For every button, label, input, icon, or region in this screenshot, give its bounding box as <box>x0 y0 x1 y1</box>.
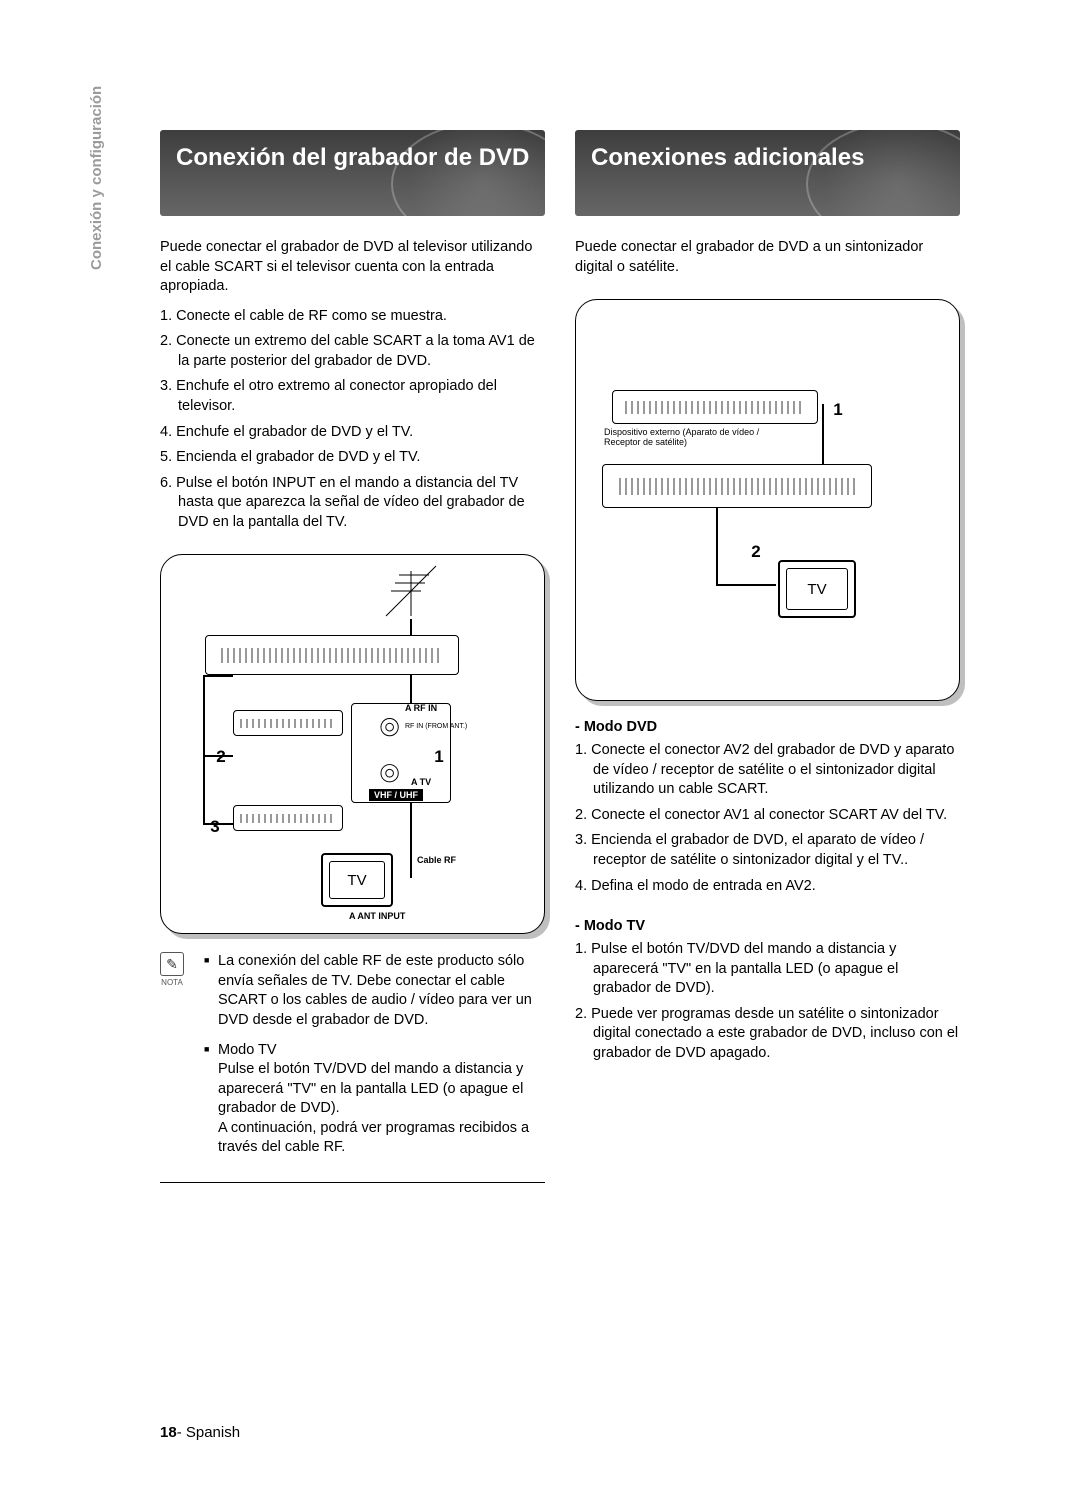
cable <box>822 404 824 464</box>
page-footer: 18- Spanish <box>160 1424 240 1441</box>
note-item: Modo TV Pulse el botón TV/DVD del mando … <box>204 1041 545 1158</box>
page-number: 18 <box>160 1424 177 1441</box>
scart-bottom-icon <box>233 805 343 831</box>
cable <box>410 803 412 878</box>
note-icon-wrap: ✎ NOTA <box>160 952 190 1168</box>
label-cable-rf: Cable RF <box>417 855 456 865</box>
modo-tv-head: - Modo TV <box>575 918 960 934</box>
diagram-left: A RF IN RF IN (FROM ANT.) A TV VHF / UHF… <box>160 554 545 934</box>
step: Pulse el botón INPUT en el mando a dista… <box>160 474 545 533</box>
modo-dvd-head: - Modo DVD <box>575 719 960 735</box>
cable <box>203 755 233 757</box>
note-body: La conexión del cable RF de este product… <box>204 952 545 1168</box>
note-block: ✎ NOTA La conexión del cable RF de este … <box>160 952 545 1183</box>
note-icon: ✎ <box>160 952 184 976</box>
cable <box>203 675 233 677</box>
ext-device-label: Dispositivo externo (Aparato de vídeo / … <box>604 427 759 447</box>
cable <box>716 584 776 586</box>
diagram-number-1: 1 <box>828 400 848 420</box>
cable <box>716 508 718 584</box>
step: Enchufe el otro extremo al conector apro… <box>160 377 545 416</box>
scart-top-icon <box>233 710 343 736</box>
recorder-icon <box>205 635 459 675</box>
tv-icon: TV <box>778 560 856 618</box>
step: Enchufe el grabador de DVD y el TV. <box>160 423 545 443</box>
ext-device-label-box: Dispositivo externo (Aparato de vídeo / … <box>604 428 784 448</box>
diagram-number-2: 2 <box>211 747 231 767</box>
antenna-icon <box>381 561 441 621</box>
tv-label: TV <box>807 581 826 598</box>
step: Defina el modo de entrada en AV2. <box>575 877 960 897</box>
label-a-tv: A TV <box>411 777 431 787</box>
label-rf-in: A RF IN <box>405 703 437 713</box>
note-label: NOTA <box>160 978 184 989</box>
cable <box>203 675 205 825</box>
modo-tv-steps: Pulse el botón TV/DVD del mando a distan… <box>575 940 960 1063</box>
two-column-layout: Conexión del grabador de DVD Puede conec… <box>160 130 960 1183</box>
recorder-icon <box>602 464 872 508</box>
diagram-number-1: 1 <box>429 747 449 767</box>
diagram-number-3: 3 <box>205 817 225 837</box>
step: Encienda el grabador de DVD, el aparato … <box>575 831 960 870</box>
step: Conecte el cable de RF como se muestra. <box>160 307 545 327</box>
left-title: Conexión del grabador de DVD <box>160 130 545 216</box>
label-vhf-uhf: VHF / UHF <box>369 789 423 801</box>
left-column: Conexión del grabador de DVD Puede conec… <box>160 130 545 1183</box>
right-title: Conexiones adicionales <box>575 130 960 216</box>
page-language: Spanish <box>186 1424 240 1441</box>
step: Encienda el grabador de DVD y el TV. <box>160 448 545 468</box>
step: Conecte un extremo del cable SCART a la … <box>160 332 545 371</box>
right-column: Conexiones adicionales Puede conectar el… <box>575 130 960 1183</box>
step: Conecte el conector AV2 del grabador de … <box>575 741 960 800</box>
label-ant-input: A ANT INPUT <box>349 911 405 921</box>
label-rf-in-sub: RF IN (FROM ANT.) <box>405 723 467 730</box>
note-item: La conexión del cable RF de este product… <box>204 952 545 1030</box>
cable <box>203 823 233 825</box>
diagram-right: Dispositivo externo (Aparato de vídeo / … <box>575 299 960 701</box>
tv-label: TV <box>347 872 366 889</box>
step: Pulse el botón TV/DVD del mando a distan… <box>575 940 960 999</box>
step: Conecte el conector AV1 al conector SCAR… <box>575 806 960 826</box>
note-item-text: Modo TV Pulse el botón TV/DVD del mando … <box>218 1042 529 1156</box>
step: Puede ver programas desde un satélite o … <box>575 1005 960 1064</box>
right-intro: Puede conectar el grabador de DVD a un s… <box>575 238 960 277</box>
tv-icon: TV <box>321 853 393 907</box>
left-steps: Conecte el cable de RF como se muestra. … <box>160 307 545 533</box>
external-device-icon <box>612 390 818 424</box>
page: Conexión y configuración Conexión del gr… <box>0 0 1080 1489</box>
section-tab: Conexión y configuración <box>88 86 105 270</box>
diagram-number-2: 2 <box>746 542 766 562</box>
left-intro: Puede conectar el grabador de DVD al tel… <box>160 238 545 297</box>
modo-dvd-steps: Conecte el conector AV2 del grabador de … <box>575 741 960 896</box>
